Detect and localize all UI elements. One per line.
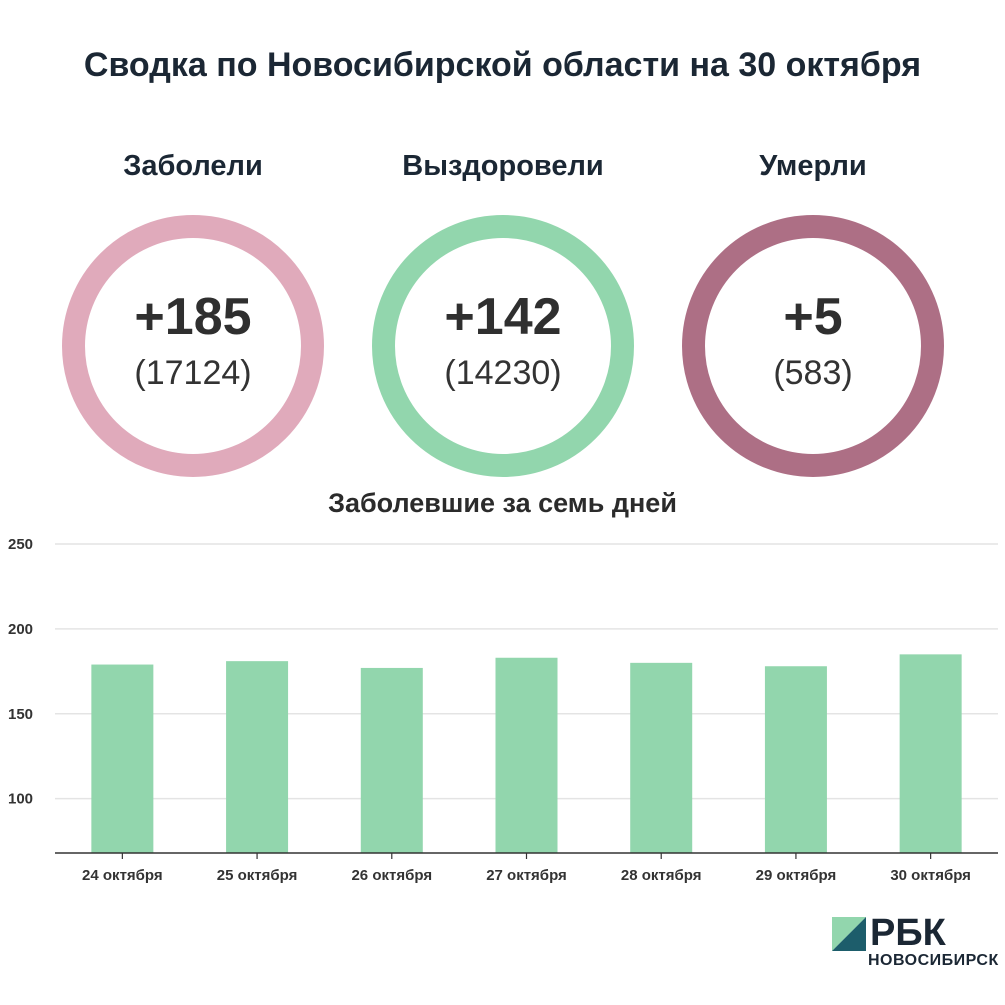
rbc-logo: РБК НОВОСИБИРСК (832, 912, 1000, 972)
y-tick-label: 150 (8, 706, 33, 723)
y-tick-label: 250 (8, 536, 33, 553)
bar (630, 662, 693, 853)
stat-recovered-value: +142 (444, 288, 562, 346)
stat-infected-value: +185 (134, 288, 252, 346)
x-tick-label: 29 октября (756, 867, 837, 884)
bar (91, 664, 154, 853)
x-tick-label: 25 октября (217, 867, 298, 884)
bar (899, 654, 962, 853)
bar (226, 661, 289, 853)
bar (495, 657, 558, 853)
bar (764, 666, 827, 853)
logo-subtitle: НОВОСИБИРСК (868, 952, 999, 969)
page-title: Сводка по Новосибирской области на 30 ок… (83, 46, 922, 84)
logo-name: РБК (870, 912, 946, 954)
stat-deaths: Умерли +5 (583) (673, 146, 953, 477)
y-tick-label: 100 (8, 791, 33, 808)
x-tick-label: 27 октября (486, 867, 567, 884)
stat-infected-label: Заболели (123, 150, 263, 182)
stat-deaths-value: +5 (783, 288, 843, 346)
chart-title: Заболевшие за семь дней (328, 488, 677, 518)
stat-recovered-label: Выздоровели (402, 150, 604, 182)
stat-infected-total: (17124) (134, 354, 252, 392)
x-tick-label: 30 октября (890, 867, 971, 884)
stat-deaths-total: (583) (773, 354, 853, 392)
rbc-logo-icon (832, 917, 866, 951)
stat-infected: Заболели +185 (17124) (53, 146, 333, 477)
bar (360, 667, 423, 853)
x-tick-label: 28 октября (621, 867, 702, 884)
x-tick-label: 26 октября (351, 867, 432, 884)
stat-recovered-total: (14230) (444, 354, 562, 392)
x-tick-label: 24 октября (82, 867, 163, 884)
stat-deaths-label: Умерли (759, 150, 867, 182)
y-tick-label: 200 (8, 621, 33, 638)
stat-recovered: Выздоровели +142 (14230) (363, 146, 643, 477)
